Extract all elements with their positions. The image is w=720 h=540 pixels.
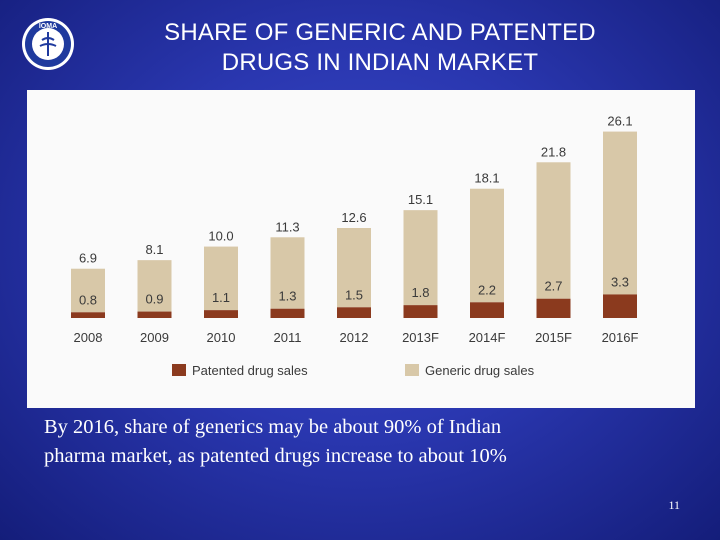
x-tick-label-2012: 2012 [340,330,369,345]
generic-bar-2012 [337,228,371,308]
x-tick-label-2011: 2011 [274,330,302,345]
total-label-2015F: 21.8 [541,144,566,159]
legend-swatch-1 [405,364,419,376]
total-label-2013F: 15.1 [408,192,433,207]
generic-bar-2016F [603,131,637,295]
stacked-bar-chart: 6.9 0.8 2008 8.1 0.9 2009 10.0 1.1 2010 11.3 1.3 20… [71,114,639,378]
total-label-2011: 11.3 [275,219,299,234]
total-label-2014F: 18.1 [474,171,499,186]
patented-label-2009: 0.9 [145,292,163,307]
ioma-logo: IOMA [22,18,74,70]
total-label-2010: 10.0 [208,229,233,244]
patented-bar-2016F [603,294,637,318]
generic-bar-2011 [270,237,305,309]
patented-bar-2013F [403,305,438,318]
legend-label-1: Generic drug sales [425,363,535,378]
generic-bar-2008 [71,268,105,313]
title-line-2: DRUGS IN INDIAN MARKET [221,49,539,76]
legend-swatch-0 [172,364,186,376]
title-line-1: SHARE OF GENERIC AND PATENTED [164,19,596,46]
patented-label-2015F: 2.7 [544,279,562,294]
total-label-2012: 12.6 [341,210,366,225]
slide-caption: By 2016, share of generics may be about … [44,413,684,471]
x-tick-label-2016F: 2016F [602,330,639,345]
generic-bar-2010 [204,246,238,311]
x-tick-label-2008: 2008 [74,330,103,345]
x-tick-label-2009: 2009 [140,330,169,345]
patented-label-2011: 1.3 [278,289,296,304]
chart-panel: 6.9 0.8 2008 8.1 0.9 2009 10.0 1.1 2010 11.3 1.3 20… [27,90,695,408]
patented-label-2013F: 1.8 [411,285,429,300]
x-tick-label-2010: 2010 [207,330,236,345]
caption-line-1: By 2016, share of generics may be about … [44,416,502,438]
patented-label-2016F: 3.3 [611,274,629,289]
patented-bar-2012 [337,307,371,318]
x-tick-label-2013F: 2013F [402,330,439,345]
generic-bar-2013F [403,210,438,306]
patented-label-2008: 0.8 [79,292,97,307]
patented-bar-2015F [536,298,571,318]
patented-bar-2008 [71,312,105,318]
patented-label-2014F: 2.2 [478,282,496,297]
patented-bar-2011 [270,308,305,318]
generic-bar-2015F [536,162,571,299]
slide-title: SHARE OF GENERIC AND PATENTED DRUGS IN I… [95,18,665,78]
generic-bar-2009 [137,260,172,312]
page-number: 11 [668,498,680,512]
caption-line-2: pharma market, as patented drugs increas… [44,445,507,467]
generic-bar-2014F [470,188,504,303]
x-tick-label-2014F: 2014F [469,330,506,345]
patented-label-2010: 1.1 [212,290,230,305]
total-label-2008: 6.9 [79,251,97,266]
total-label-2009: 8.1 [145,242,163,257]
patented-bar-2010 [204,310,238,318]
total-label-2016F: 26.1 [607,114,632,129]
x-tick-label-2015F: 2015F [535,330,572,345]
legend-label-0: Patented drug sales [192,363,308,378]
patented-bar-2009 [137,311,172,318]
logo-text: IOMA [39,23,57,30]
patented-label-2012: 1.5 [345,287,363,302]
patented-bar-2014F [470,302,504,318]
